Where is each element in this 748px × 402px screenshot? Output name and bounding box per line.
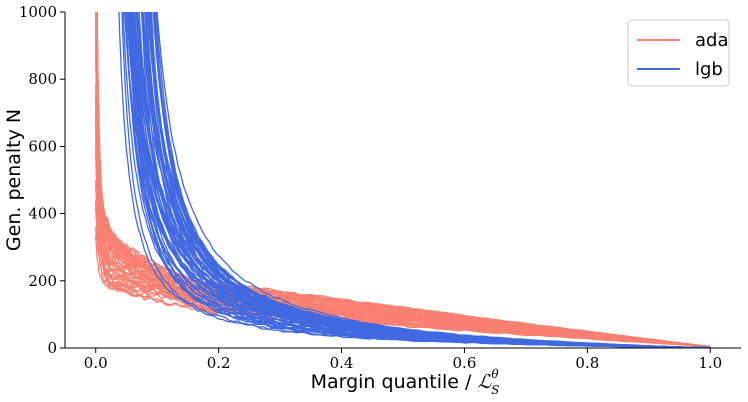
x-tick-label: 0.8 [575,354,599,372]
series-lgb-curve [125,12,711,348]
series-ada-curve [95,12,711,348]
y-tick-label: 400 [28,205,57,223]
x-ticks-group: 0.0 0.2 0.4 0.6 0.8 1.0 [84,348,722,372]
x-tick-label: 0.2 [207,354,231,372]
series-ada-curve [95,124,711,348]
y-tick-label: 0 [47,339,57,357]
y-axis-label: Gen. penalty N [3,109,25,251]
y-tick-label: 600 [28,137,57,155]
series-ada-curve [96,12,711,348]
curves-group [95,12,711,348]
legend: ada lgb [627,19,730,87]
series-lgb-curve [128,12,711,348]
x-axis-label: Margin quantile / ℒSθ [311,367,500,397]
y-ticks-group: 0 200 400 600 800 1000 [19,3,65,357]
series-lgb-curve [131,12,711,348]
y-tick-label: 200 [28,272,57,290]
legend-label-ada: ada [695,30,729,51]
legend-label-lgb: lgb [695,59,723,80]
y-tick-label: 800 [28,70,57,88]
x-tick-label: 0.0 [84,354,108,372]
series-ada-curve [96,12,711,348]
x-tick-label: 0.6 [453,354,477,372]
y-tick-label: 1000 [19,3,57,21]
series-lgb-curve [146,12,711,348]
series-lgb-curve [127,12,711,348]
series-lgb-curve [131,12,711,348]
x-tick-label: 0.4 [330,354,354,372]
x-tick-label: 1.0 [698,354,722,372]
